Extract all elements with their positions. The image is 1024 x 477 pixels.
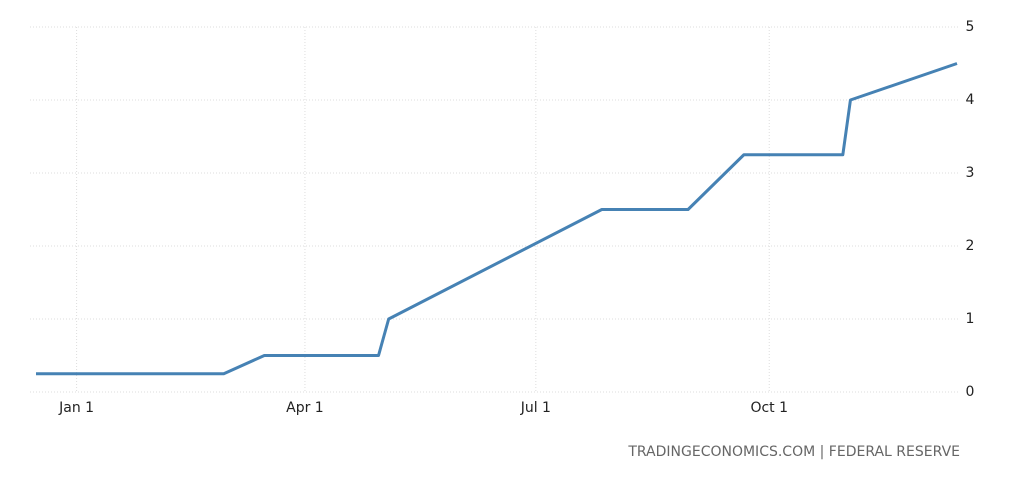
y-tick-label: 4 — [966, 92, 975, 108]
y-tick-label: 1 — [966, 311, 975, 327]
x-tick-label: Apr 1 — [286, 400, 324, 416]
x-tick-label: Jul 1 — [520, 400, 551, 416]
y-tick-label: 0 — [966, 384, 975, 400]
source: TRADINGECONOMICS.COM | FEDERAL RESERVE — [627, 444, 960, 460]
y-tick-label: 3 — [966, 165, 975, 181]
y-tick-label: 5 — [966, 19, 975, 35]
x-tick-label: Jan 1 — [58, 400, 94, 416]
data-line — [36, 62, 958, 376]
y-tick-label: 2 — [966, 238, 975, 254]
x-tick-label: Oct 1 — [750, 400, 788, 416]
